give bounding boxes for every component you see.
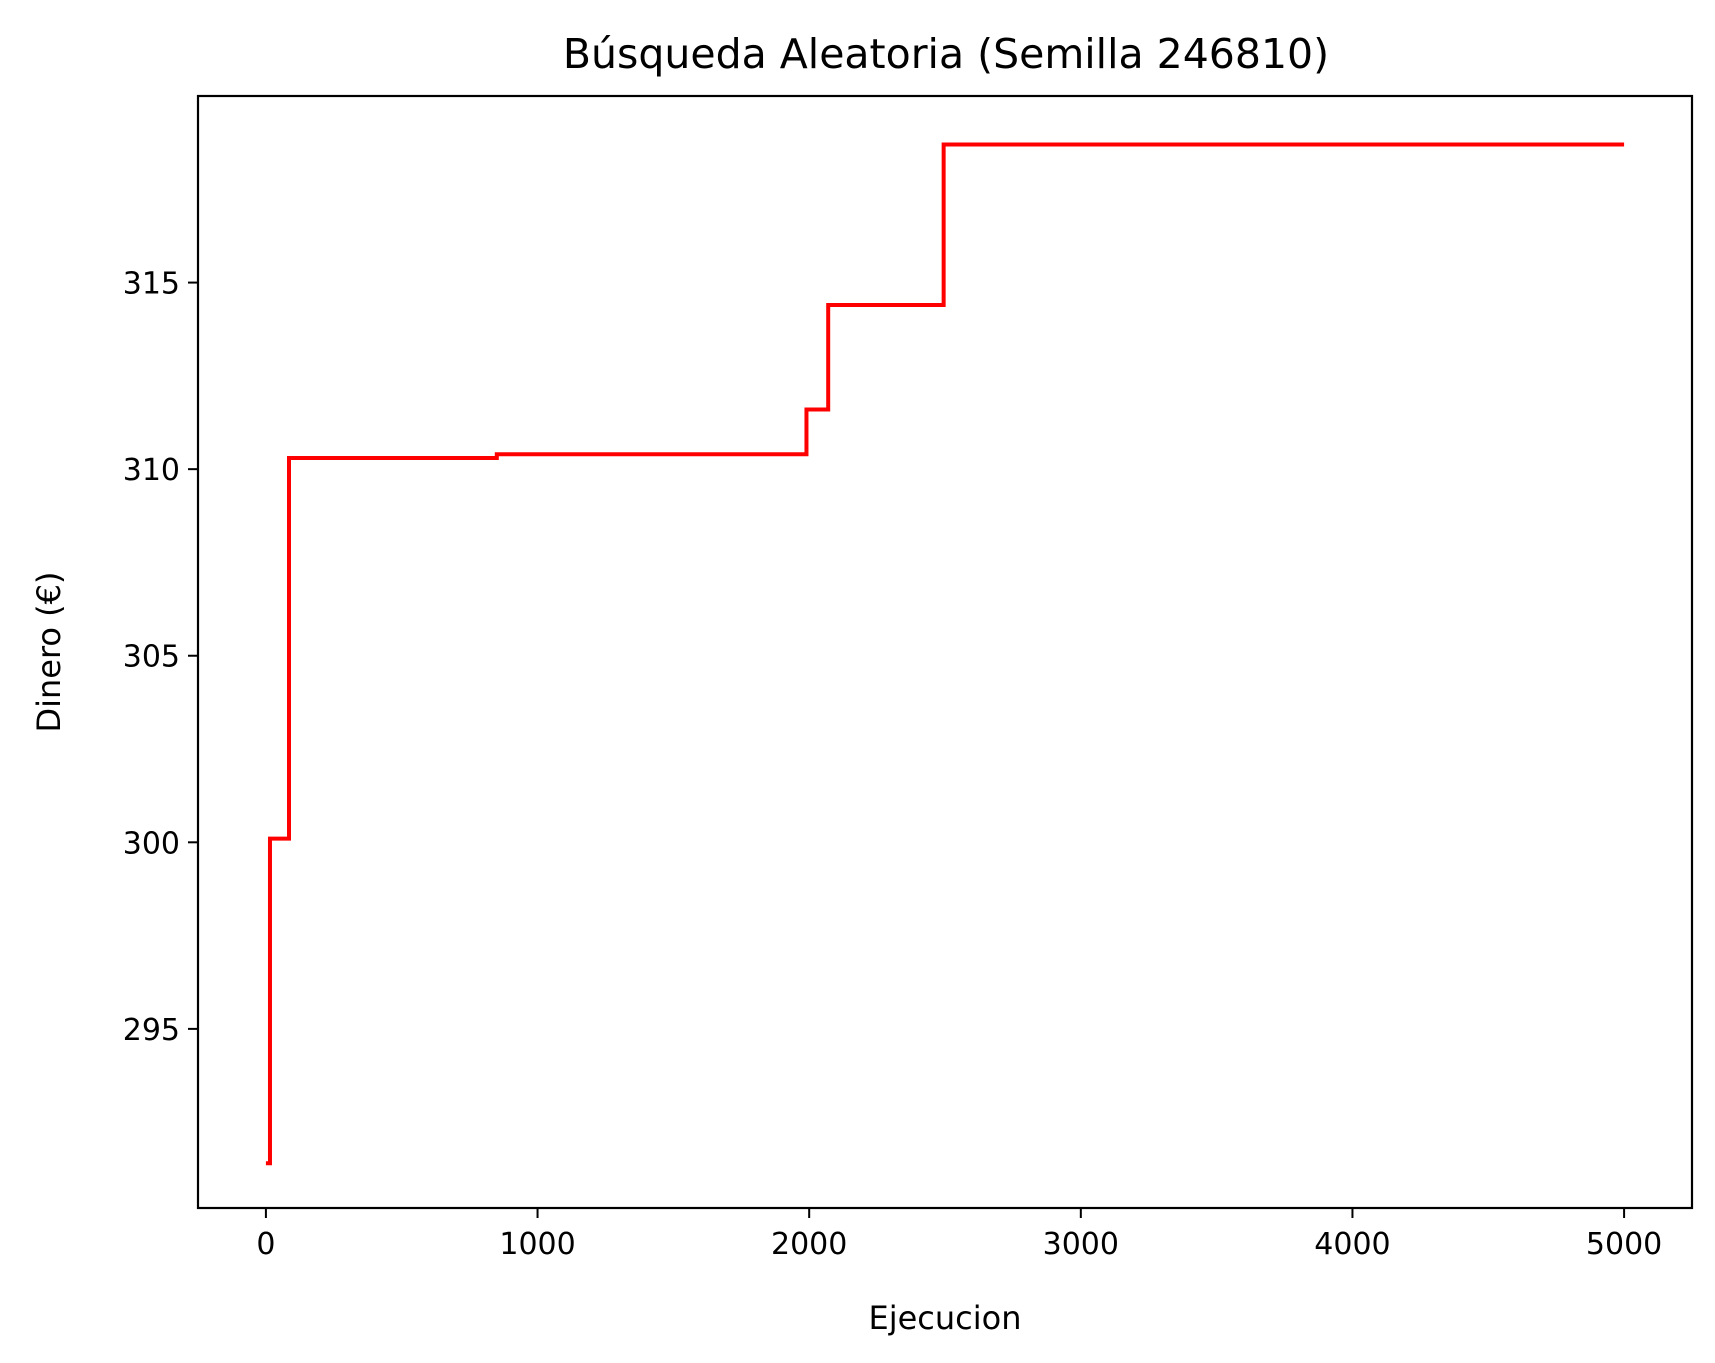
x-tick-label: 1000 bbox=[499, 1227, 575, 1262]
x-axis: 0 1000 2000 3000 4000 5000 bbox=[256, 1208, 1662, 1262]
x-tick-label: 4000 bbox=[1314, 1227, 1390, 1262]
x-tick-label: 0 bbox=[256, 1227, 275, 1262]
y-tick-label: 310 bbox=[123, 453, 180, 488]
x-tick-label: 5000 bbox=[1586, 1227, 1662, 1262]
y-tick-label: 315 bbox=[123, 267, 180, 302]
y-tick-label: 305 bbox=[123, 640, 180, 675]
y-tick-label: 300 bbox=[123, 826, 180, 861]
x-tick-label: 2000 bbox=[771, 1227, 847, 1262]
chart-title: Búsqueda Aleatoria (Semilla 246810) bbox=[563, 30, 1329, 78]
y-tick-label: 295 bbox=[123, 1013, 180, 1048]
x-axis-label: Ejecucion bbox=[868, 1299, 1021, 1337]
series-layer bbox=[265, 142, 1625, 1166]
plot-frame bbox=[196, 94, 1694, 1210]
y-axis-label: Dinero (€) bbox=[30, 571, 68, 732]
series-line bbox=[265, 142, 1625, 1166]
y-axis: 295 300 305 310 315 bbox=[123, 267, 198, 1048]
x-tick-label: 3000 bbox=[1043, 1227, 1119, 1262]
